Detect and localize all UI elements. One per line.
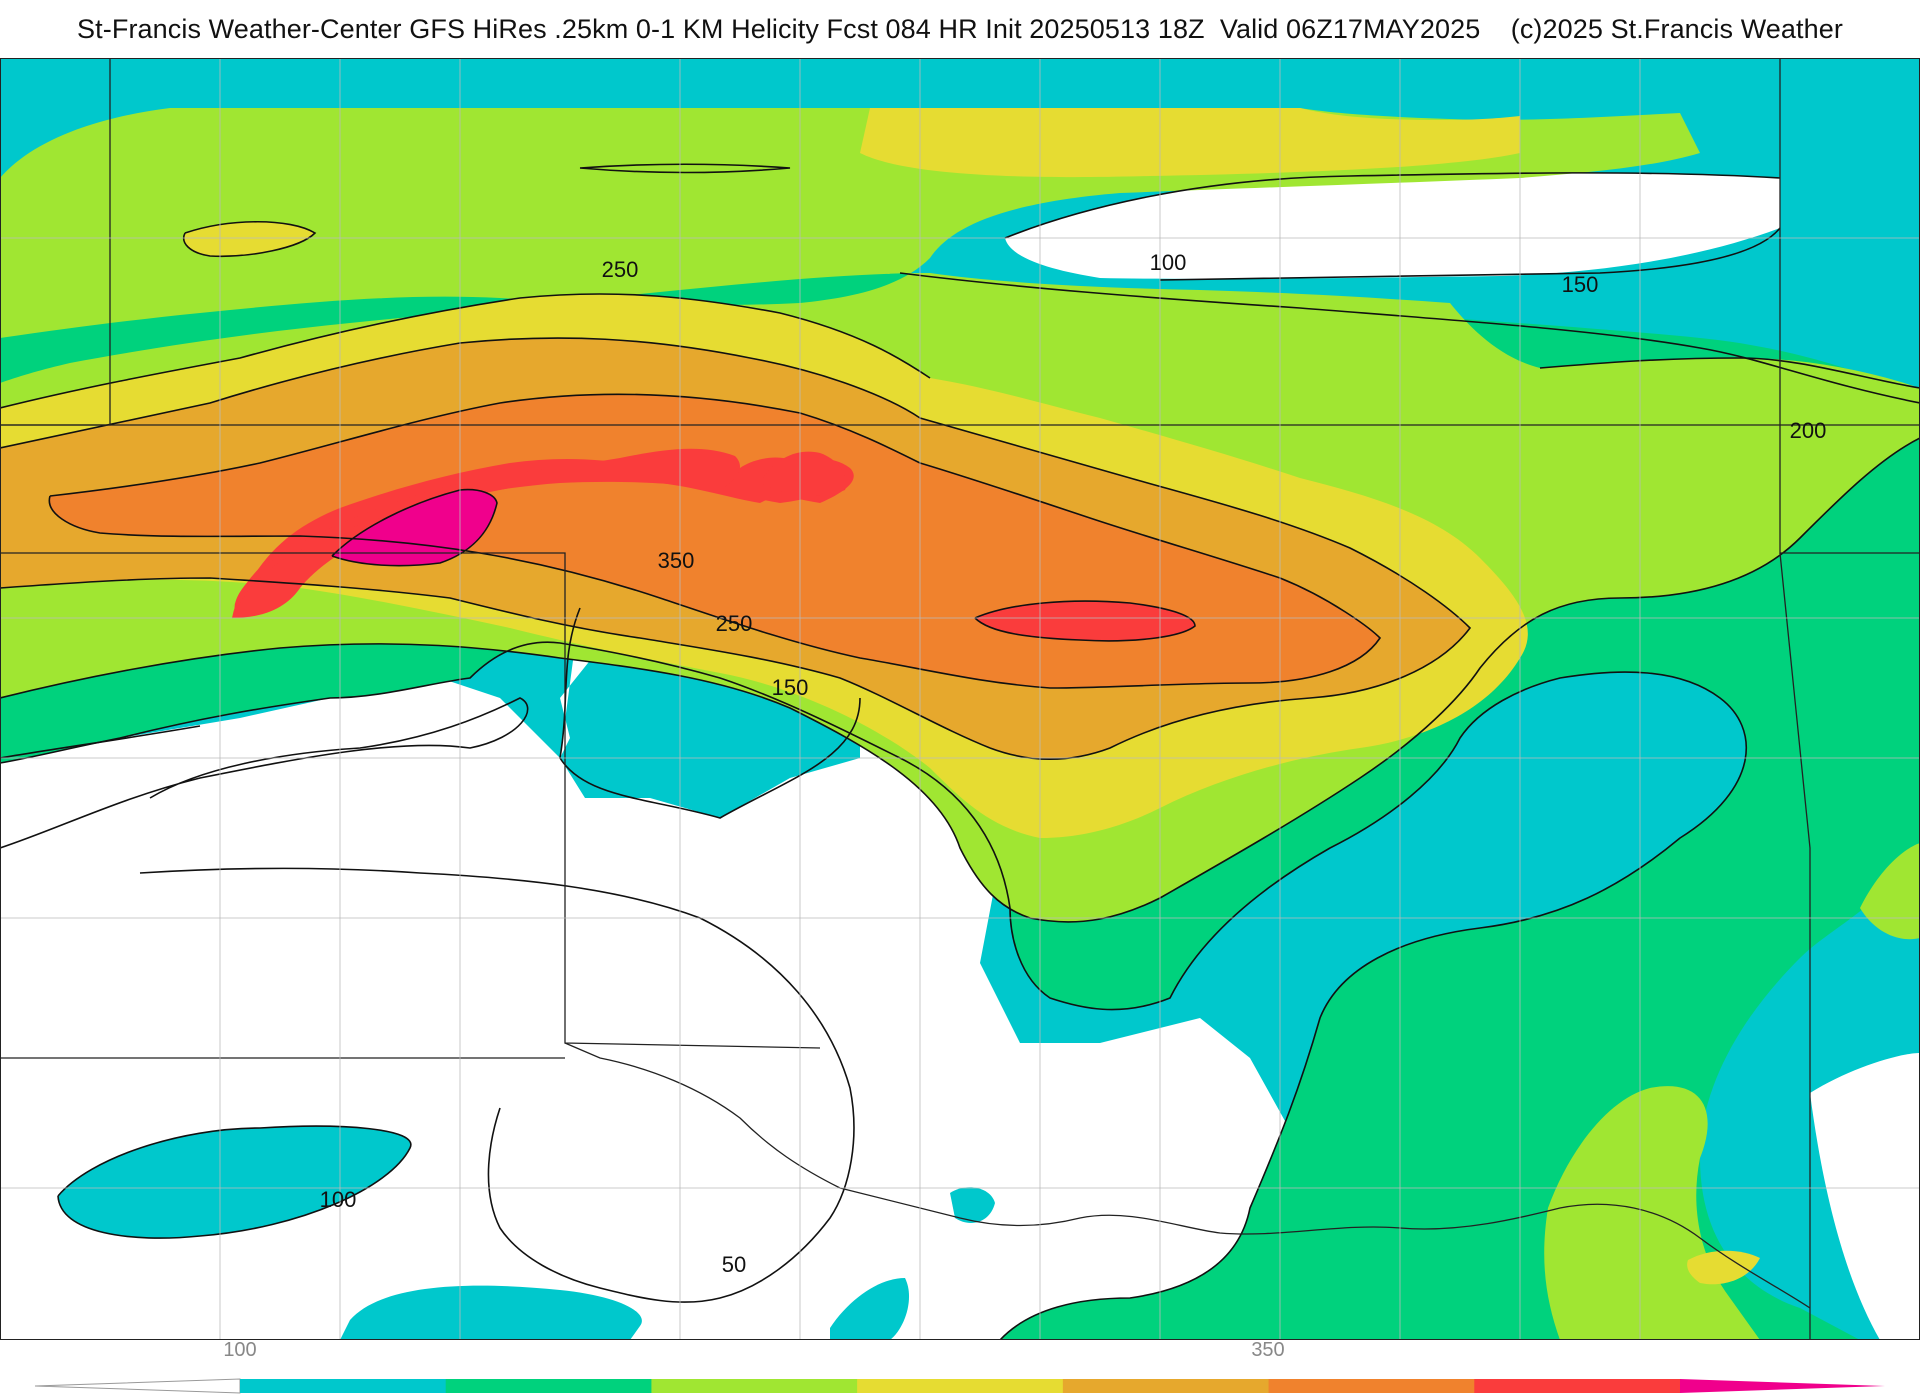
contour-200-south	[0, 437, 1920, 923]
band-400-450-lobe-b	[975, 601, 1195, 641]
contour-300	[0, 337, 1472, 761]
contour-200-east	[1539, 357, 1920, 389]
band-400-450-central	[232, 457, 803, 620]
contour-250-n	[579, 163, 791, 174]
contour-400-b	[974, 600, 1196, 642]
contour-450	[331, 488, 498, 567]
contour-label-group: 100 150 200 250 350 250 150 100 50	[320, 250, 1827, 1277]
contour-150-south	[0, 641, 1748, 1340]
contour-100-south	[0, 607, 861, 819]
contour-label-50: 50	[722, 1252, 746, 1277]
pocket-below-100-e	[1810, 1053, 1920, 1340]
band-100-150-sw-patch	[58, 1126, 411, 1239]
colorbar-swatch	[857, 1379, 1064, 1393]
contour-label-200-east: 200	[1790, 418, 1827, 443]
contour-label-150-northeast: 150	[1562, 272, 1599, 297]
contour-100-north	[1004, 172, 1781, 281]
colorbar-tick-350: 350	[1251, 1339, 1284, 1361]
contour-50	[0, 697, 855, 1303]
colorbar-swatch	[240, 1379, 447, 1393]
colorbar-swatch	[1474, 1379, 1681, 1393]
band-450-plus	[332, 489, 497, 566]
colorbar-swatch	[1062, 1379, 1270, 1393]
band-400-450-lobe-c	[760, 451, 847, 496]
colorbar-tick-100: 100	[223, 1339, 256, 1361]
colorbar-swatch	[1268, 1379, 1475, 1393]
colorbar-swatches	[240, 1379, 1681, 1393]
colorbar-high-triangle	[1680, 1379, 1885, 1393]
colorbar-swatch	[445, 1379, 652, 1393]
pocket-below-100-ne	[1005, 172, 1780, 279]
contour-250-north	[0, 293, 931, 409]
contour-100-sw	[57, 1125, 412, 1239]
contour-350	[48, 393, 1382, 689]
contour-150-north	[899, 272, 1920, 404]
contour-label-100-north: 100	[1150, 250, 1187, 275]
contour-label-250-south: 250	[716, 611, 753, 636]
state-borders	[0, 58, 1920, 1340]
band-100-150-s-patch	[340, 1285, 642, 1340]
contour-250-nw	[183, 220, 317, 258]
contour-label-150-south: 150	[772, 675, 809, 700]
band-400-450-lobe-a	[234, 448, 740, 613]
colorbar-low-triangle	[34, 1378, 241, 1394]
contour-label-250-north: 250	[602, 257, 639, 282]
band-250-300-n-patch	[860, 108, 1520, 178]
band-100-150-small-patch	[830, 1278, 910, 1340]
contour-label-100-southwest: 100	[320, 1187, 357, 1212]
helicity-map: 100 150 200 250 350 250 150 100 50	[0, 58, 1920, 1340]
band-200-250-e-patch	[1860, 843, 1920, 940]
chart-title: St-Francis Weather-Center GFS HiRes .25k…	[77, 14, 1843, 44]
contour-250-south	[0, 577, 991, 749]
colorbar-swatch	[651, 1379, 858, 1393]
band-100-150-dot	[950, 1187, 995, 1223]
colorbar: 100 350	[34, 1339, 1885, 1394]
contour-label-350: 350	[658, 548, 695, 573]
band-250-300-se-patch	[1687, 1250, 1760, 1285]
county-lines	[0, 58, 1920, 1340]
contour-lines	[0, 163, 1920, 1340]
